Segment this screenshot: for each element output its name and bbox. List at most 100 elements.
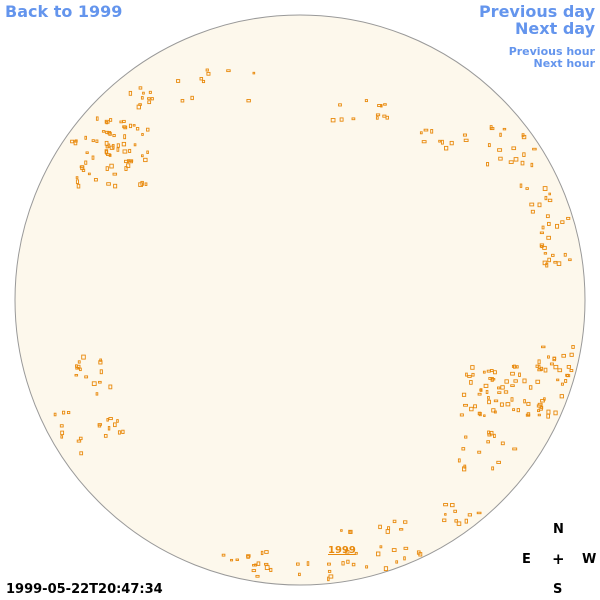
region-marker [547,221,551,226]
region-marker [564,379,568,383]
region-marker [264,550,269,554]
region-marker [516,408,520,413]
region-marker [485,390,489,394]
back-to-year-link[interactable]: Back to 1999 [5,2,123,21]
region-marker [376,551,381,557]
region-marker [147,97,151,100]
region-marker [385,115,389,120]
region-marker [526,412,531,416]
compass-west: W [582,552,597,567]
region-marker [116,419,119,423]
region-marker [298,572,301,577]
region-marker [296,562,300,566]
region-marker [520,160,525,166]
region-marker [365,565,369,569]
region-marker [252,564,257,567]
compass-east: E [522,552,531,567]
region-marker [379,545,383,549]
region-marker [106,153,111,156]
region-marker [339,117,344,122]
region-marker [537,402,543,406]
region-marker [104,140,109,146]
region-marker [537,359,541,365]
region-marker [150,97,154,101]
region-marker [75,179,79,184]
region-marker [518,372,521,377]
region-marker [482,370,486,374]
region-marker [528,385,533,390]
region-marker [138,103,142,106]
region-marker [98,380,102,384]
region-marker [403,556,406,561]
region-marker [264,562,269,566]
region-marker [128,90,133,96]
region-marker [561,353,566,358]
region-marker [537,413,541,417]
next-hour-link[interactable]: Next hour [533,57,596,70]
region-marker [104,119,110,124]
region-marker [547,198,553,203]
region-marker [512,408,516,412]
region-marker [497,386,501,390]
compass-south: S [553,582,563,597]
previous-day-link[interactable]: Previous day [478,2,595,21]
region-marker [264,565,270,570]
region-marker [147,100,152,105]
region-marker [84,375,89,379]
region-marker [377,104,382,107]
region-marker [500,385,505,390]
region-marker [108,417,113,421]
next-day-link[interactable]: Next day [515,19,595,38]
region-marker [512,447,518,451]
region-marker [76,183,81,189]
region-marker [522,378,527,384]
region-marker [551,253,555,257]
region-marker [569,352,574,357]
year-marker-label[interactable]: 1999 [328,545,356,556]
region-marker [471,372,475,377]
previous-hour-link[interactable]: Previous hour [508,45,595,58]
region-marker [473,404,477,409]
region-marker [467,375,472,378]
region-marker [91,155,95,160]
region-marker [230,558,234,562]
region-marker [419,131,423,135]
region-marker [537,409,541,413]
region-marker [344,550,350,554]
region-marker [498,156,503,161]
region-marker [463,403,468,407]
region-marker [499,132,502,137]
region-marker [556,261,562,266]
region-marker [306,561,310,566]
region-marker [138,86,143,90]
region-marker [462,466,467,472]
region-marker [568,258,572,262]
active-region-markers [53,68,575,582]
region-marker [75,176,79,179]
region-marker [146,127,150,132]
region-marker [112,172,118,176]
region-marker [555,223,560,229]
region-marker [510,384,515,387]
region-marker [493,433,496,438]
region-marker [62,410,66,415]
region-marker [60,430,65,436]
region-marker [421,140,427,144]
region-marker [122,149,128,154]
region-marker [457,458,461,463]
region-marker [113,422,117,428]
region-marker [117,430,121,435]
region-marker [450,503,455,508]
region-marker [523,399,526,404]
region-marker [537,364,541,369]
region-marker [255,574,260,578]
region-marker [546,413,550,419]
region-marker [541,225,545,230]
region-marker [206,71,211,76]
region-marker [251,569,257,573]
region-marker [543,367,548,373]
region-marker [477,450,482,454]
region-marker [454,519,458,523]
region-marker [462,133,467,137]
region-marker [79,451,84,456]
